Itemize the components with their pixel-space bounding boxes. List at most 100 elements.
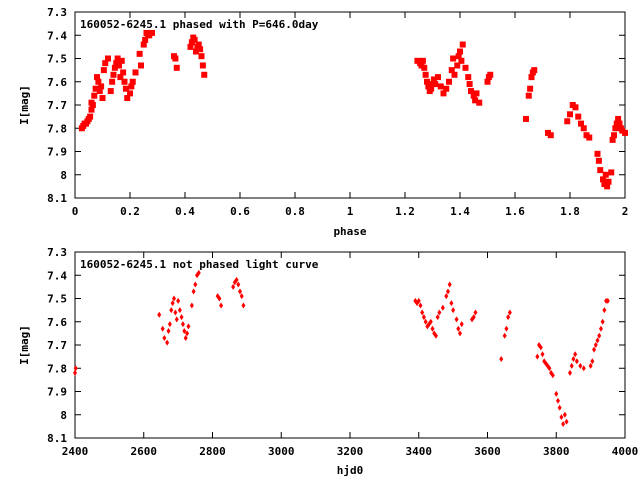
- data-point: [177, 307, 182, 314]
- y-tick-label: 8.1: [47, 432, 67, 445]
- data-point: [160, 325, 165, 332]
- data-point: [182, 328, 187, 335]
- data-point: [91, 92, 98, 99]
- data-point: [457, 48, 463, 55]
- data-point: [608, 169, 615, 176]
- data-point: [121, 78, 128, 85]
- data-point: [120, 69, 127, 76]
- data-point: [597, 167, 604, 174]
- plot-frame: [74, 251, 626, 439]
- data-point: [459, 321, 464, 328]
- data-point: [440, 304, 445, 311]
- data-point: [186, 323, 191, 330]
- data-point: [73, 365, 78, 372]
- data-point: [174, 316, 179, 323]
- y-tick-label: 8: [60, 169, 67, 182]
- x-tick-label: 3200: [337, 445, 364, 458]
- data-point: [424, 78, 430, 85]
- data-point: [590, 358, 595, 365]
- data-point: [193, 281, 198, 288]
- data-point: [615, 115, 622, 122]
- data-point: [217, 295, 222, 302]
- data-point: [421, 314, 426, 321]
- data-point: [195, 41, 202, 48]
- data-point: [99, 95, 106, 102]
- data-point: [528, 74, 535, 81]
- data-point: [236, 281, 241, 288]
- data-point: [604, 183, 611, 190]
- data-point: [428, 318, 433, 325]
- data-point: [454, 316, 459, 323]
- data-point: [564, 118, 571, 125]
- data-point: [170, 300, 175, 307]
- data-point: [458, 330, 462, 337]
- unphased-light-curve-panel: 2400 2600 2800 3000 3200 3400 3600 3800 4000 7.3 7…: [18, 246, 638, 477]
- data-point: [465, 74, 472, 81]
- data-point: [176, 297, 181, 304]
- y-tick-label: 7.4: [47, 269, 67, 282]
- x-tick-label: 2400: [62, 445, 89, 458]
- data-point: [73, 369, 77, 376]
- x-tick-label: 1.4: [450, 205, 470, 218]
- data-point: [132, 69, 139, 76]
- data-point: [550, 372, 555, 379]
- data-point: [456, 325, 461, 332]
- plot-title: 160052-6245.1 phased with P=646.0day: [80, 18, 319, 31]
- x-tick-label: 2600: [131, 445, 158, 458]
- x-tick-label: 1: [347, 205, 354, 218]
- data-point: [471, 314, 476, 321]
- data-point: [231, 283, 236, 290]
- data-point: [458, 57, 465, 64]
- data-point: [595, 337, 600, 344]
- data-point: [149, 29, 155, 36]
- data-point: [440, 90, 447, 97]
- x-tick-label: 3600: [474, 445, 501, 458]
- data-point: [472, 97, 479, 104]
- data-point: [598, 325, 603, 332]
- data-point: [540, 351, 545, 358]
- data-point: [433, 332, 438, 339]
- data-point: [118, 57, 125, 64]
- x-tick-label: 3400: [406, 445, 433, 458]
- data-point: [602, 307, 607, 314]
- data-point: [459, 41, 466, 48]
- data-point: [102, 60, 109, 67]
- data-point: [476, 99, 483, 106]
- x-tick-label: 3800: [543, 445, 570, 458]
- x-tick-label: 4000: [612, 445, 639, 458]
- y-tick-label: 7.8: [47, 122, 67, 135]
- data-points: [73, 269, 610, 428]
- data-point: [571, 355, 576, 362]
- data-point: [179, 314, 184, 321]
- y-tick-label: 7.7: [47, 339, 67, 352]
- data-point: [595, 157, 602, 164]
- data-point: [110, 71, 117, 78]
- y-tick-label: 7.4: [47, 29, 67, 42]
- x-tick-label: 1.6: [505, 205, 525, 218]
- data-point: [451, 307, 456, 314]
- data-point: [435, 314, 440, 321]
- y-tick-label: 7.5: [47, 293, 67, 306]
- data-point: [430, 325, 435, 332]
- data-point: [597, 332, 602, 339]
- data-point: [166, 328, 171, 335]
- data-point: [421, 64, 428, 71]
- data-point: [547, 365, 552, 372]
- data-point: [507, 309, 512, 316]
- data-point: [124, 95, 131, 102]
- x-tick-label: 0.2: [120, 205, 140, 218]
- data-point: [92, 85, 99, 92]
- data-point: [573, 351, 578, 358]
- data-point: [138, 62, 144, 69]
- data-point: [555, 397, 560, 404]
- data-point: [114, 55, 121, 62]
- data-point: [88, 106, 95, 113]
- data-point: [198, 53, 205, 60]
- data-point: [564, 418, 569, 425]
- data-point: [122, 85, 129, 92]
- data-point: [499, 355, 504, 362]
- data-point: [116, 62, 122, 69]
- data-point: [622, 129, 628, 136]
- data-point: [616, 120, 623, 127]
